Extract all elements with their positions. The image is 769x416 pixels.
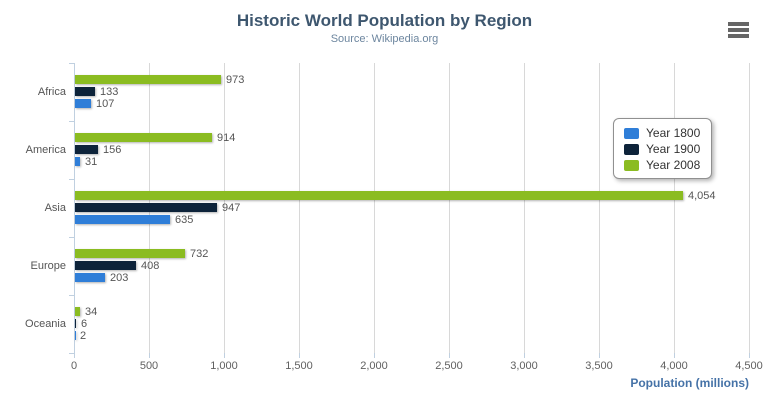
bar[interactable] [75, 215, 171, 224]
bar-value-label: 107 [96, 98, 115, 110]
export-menu-button[interactable] [728, 22, 749, 38]
legend-item-label: Year 1800 [646, 126, 701, 140]
bar[interactable] [75, 133, 213, 142]
bar-value-label: 6 [81, 318, 88, 330]
legend-item-label: Year 2008 [646, 158, 701, 172]
bar-value-label: 156 [103, 144, 122, 156]
bar[interactable] [75, 87, 95, 96]
x-axis-tick-label: 3,000 [510, 360, 538, 372]
hamburger-icon [728, 28, 749, 32]
bar[interactable] [75, 249, 185, 258]
x-axis-tick [224, 353, 225, 358]
hamburger-icon [728, 22, 749, 26]
chart-subtitle: Source: Wikipedia.org [330, 33, 439, 45]
y-axis-tick [69, 121, 74, 122]
x-axis-tick [299, 353, 300, 358]
bar-value-label: 31 [85, 156, 98, 168]
chart-title: Historic World Population by Region [236, 11, 533, 30]
bar-value-label: 947 [222, 202, 241, 214]
bar[interactable] [75, 99, 92, 108]
bar[interactable] [75, 261, 137, 270]
bar-value-label: 408 [141, 260, 160, 272]
x-axis-tick [374, 353, 375, 358]
x-axis-tick [149, 353, 150, 358]
legend-swatch-icon [624, 143, 639, 155]
x-axis-tick [524, 353, 525, 358]
legend-item[interactable]: Year 1900 [624, 141, 703, 157]
category-label: Oceania [25, 318, 66, 330]
x-axis-tick-label: 1,500 [285, 360, 313, 372]
bar-value-label: 4,054 [688, 190, 716, 202]
category-label: Asia [44, 202, 66, 214]
bar-value-label: 203 [110, 272, 129, 284]
legend-swatch-icon [624, 159, 639, 171]
legend-item[interactable]: Year 1800 [624, 125, 703, 141]
x-axis-tick-label: 0 [70, 360, 78, 372]
y-axis-tick [69, 63, 74, 64]
x-axis-title: Population (millions) [630, 376, 749, 390]
gridline [299, 63, 300, 353]
category-label: America [25, 144, 66, 156]
bar[interactable] [75, 75, 221, 84]
gridline [374, 63, 375, 353]
bar-value-label: 133 [100, 86, 119, 98]
gridline [749, 63, 750, 353]
x-axis-tick-label: 4,500 [735, 360, 763, 372]
x-axis-tick [749, 353, 750, 358]
x-axis-tick [74, 353, 75, 358]
x-axis-tick-label: 2,500 [435, 360, 463, 372]
x-axis-tick [674, 353, 675, 358]
bar[interactable] [75, 273, 106, 282]
category-label: Africa [37, 86, 66, 98]
bar[interactable] [75, 319, 76, 328]
x-axis-tick-label: 1,000 [210, 360, 238, 372]
x-axis-tick-label: 2,000 [360, 360, 388, 372]
hamburger-icon [728, 34, 749, 38]
x-axis-tick [599, 353, 600, 358]
bar[interactable] [75, 191, 684, 200]
x-axis-tick-label: 3,500 [585, 360, 613, 372]
legend-item-label: Year 1900 [646, 142, 701, 156]
bar[interactable] [75, 203, 218, 212]
y-axis-tick [69, 179, 74, 180]
legend-item[interactable]: Year 2008 [624, 157, 703, 173]
bar[interactable] [75, 307, 81, 316]
y-axis-tick [69, 295, 74, 296]
bar-value-label: 635 [175, 214, 194, 226]
bar-value-label: 732 [190, 248, 209, 260]
y-axis-line [74, 63, 75, 353]
gridline [524, 63, 525, 353]
bar[interactable] [75, 157, 80, 166]
gridline [449, 63, 450, 353]
legend-swatch-icon [624, 127, 639, 139]
legend: Year 1800 Year 1900 Year 2008 [613, 118, 712, 179]
bar-value-label: 2 [80, 330, 87, 342]
x-axis-tick [449, 353, 450, 358]
gridline [674, 63, 675, 353]
x-axis-tick-label: 4,000 [660, 360, 688, 372]
gridline [224, 63, 225, 353]
x-axis-tick-label: 500 [139, 360, 159, 372]
bar[interactable] [75, 145, 99, 154]
y-axis-tick [69, 353, 74, 354]
category-label: Europe [30, 260, 66, 272]
bar-value-label: 34 [85, 306, 98, 318]
gridline [599, 63, 600, 353]
y-axis-tick [69, 237, 74, 238]
bar-value-label: 914 [217, 132, 236, 144]
bar-value-label: 973 [226, 74, 245, 86]
